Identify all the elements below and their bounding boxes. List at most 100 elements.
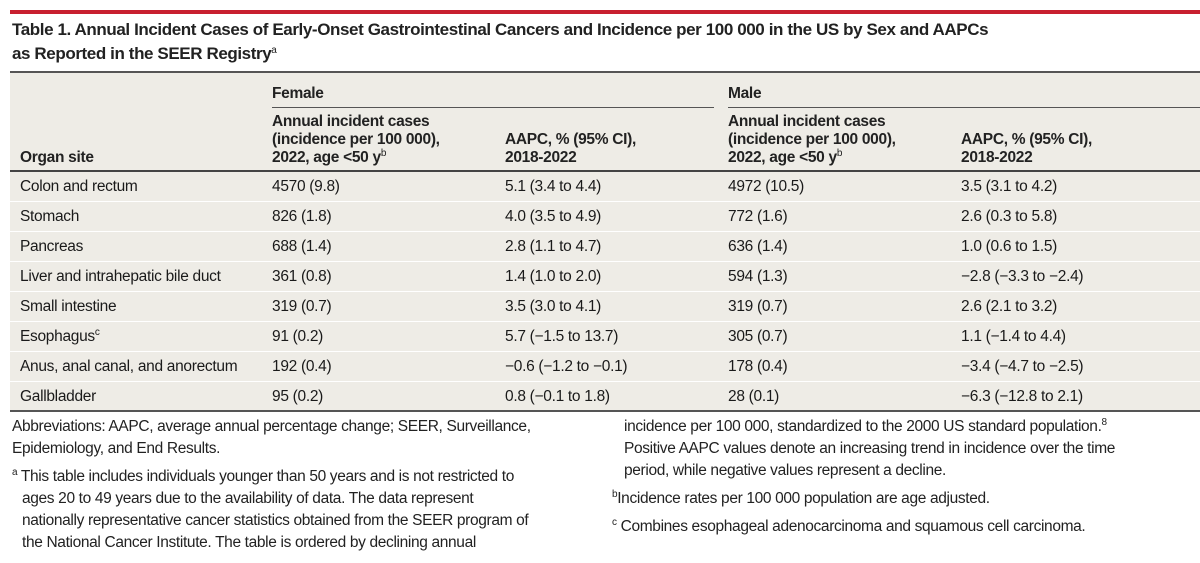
footnotes-right: incidence per 100 000, standardized to t… <box>612 416 1192 538</box>
cell-text: 95 (0.2) <box>272 388 324 405</box>
footnote-c: c Combines esophageal adenocarcinoma and… <box>612 516 1192 538</box>
cell-text: −2.8 (−3.3 to −2.4) <box>961 268 1084 285</box>
cell-text: −0.6 (−1.2 to −0.1) <box>505 358 628 375</box>
header-line: 2022, age <50 yb <box>728 149 896 167</box>
header-line: 2018-2022 <box>961 149 1033 166</box>
cell-text: −6.3 (−12.8 to 2.1) <box>961 388 1083 405</box>
abbreviations: Epidemiology, and End Results. <box>12 440 221 457</box>
female-cases-cell: 826 (1.8) <box>272 207 332 226</box>
table-row: Anus, anal canal, and anorectum 192 (0.4)… <box>10 352 1200 382</box>
cell-text: 3.5 (3.1 to 4.2) <box>961 178 1058 195</box>
footnote-b: bIncidence rates per 100 000 population … <box>612 488 1192 510</box>
male-cases-cell: 319 (0.7) <box>728 297 788 316</box>
cell-text: Stomach <box>20 208 80 225</box>
accent-rule <box>10 10 1200 14</box>
male-aapc-cell: 2.6 (0.3 to 5.8) <box>961 207 1057 226</box>
female-cases-cell: 95 (0.2) <box>272 387 323 406</box>
cell-text: Esophagus <box>20 328 95 345</box>
male-aapc-cell: 3.5 (3.1 to 4.2) <box>961 177 1057 196</box>
footnote-mark: b <box>380 148 387 159</box>
table-row: Esophagusc 91 (0.2) 5.7 (−1.5 to 13.7) 305 … <box>10 322 1200 352</box>
table-row: Liver and intrahepatic bile duct 361 (0.8… <box>10 262 1200 292</box>
male-cases-cell: 28 (0.1) <box>728 387 779 406</box>
footnote-text: This table includes individuals younger … <box>20 468 515 485</box>
title-line-1: Table 1. Annual Incident Cases of Early-… <box>12 20 989 39</box>
footnote-mark: b <box>836 148 843 159</box>
female-aapc-cell: 5.1 (3.4 to 4.4) <box>505 177 601 196</box>
organ-site-cell: Liver and intrahepatic bile duct <box>20 267 221 286</box>
organ-site-cell: Small intestine <box>20 297 117 316</box>
header-female: Female <box>272 85 324 102</box>
footnote-text: Incidence rates per 100 000 population a… <box>617 490 990 507</box>
female-aapc-cell: 3.5 (3.0 to 4.1) <box>505 297 601 316</box>
footnote-text: nationally representative cancer statist… <box>22 512 529 529</box>
table-bottom-rule <box>10 410 1200 412</box>
female-cases-cell: 688 (1.4) <box>272 237 332 256</box>
male-cases-cell: 594 (1.3) <box>728 267 788 286</box>
header-male: Male <box>728 85 762 102</box>
male-aapc-cell: −6.3 (−12.8 to 2.1) <box>961 387 1083 406</box>
header-line: 2022, age <50 yb <box>272 149 440 167</box>
cell-text: 91 (0.2) <box>272 328 324 345</box>
header-organ-site: Organ site <box>20 149 94 166</box>
header-text: 2022, age <50 y <box>272 149 381 166</box>
cell-text: Liver and intrahepatic bile duct <box>20 268 221 285</box>
cell-text: 636 (1.4) <box>728 238 788 255</box>
header-line: (incidence per 100 000), <box>272 131 440 148</box>
male-aapc-cell: 1.0 (0.6 to 1.5) <box>961 237 1057 256</box>
footnote-mark: a <box>12 467 18 478</box>
cell-text: 3.5 (3.0 to 4.1) <box>505 298 602 315</box>
footnote-mark: a <box>271 45 277 56</box>
cell-text: 5.7 (−1.5 to 13.7) <box>505 328 619 345</box>
title-line-2: as Reported in the SEER Registrya <box>12 42 1192 66</box>
cell-text: −3.4 (−4.7 to −2.5) <box>961 358 1084 375</box>
footnote-text: period, while negative values represent … <box>624 462 946 479</box>
male-cases-cell: 4972 (10.5) <box>728 177 804 196</box>
cell-text: 305 (0.7) <box>728 328 788 345</box>
data-table: Female Male Organ site Annual incident c… <box>10 71 1200 412</box>
female-aapc-cell: 1.4 (1.0 to 2.0) <box>505 267 601 286</box>
footnote-text: incidence per 100 000, standardized to t… <box>624 418 1102 435</box>
cell-text: 361 (0.8) <box>272 268 332 285</box>
cell-text: 4972 (10.5) <box>728 178 804 195</box>
cell-text: 772 (1.6) <box>728 208 788 225</box>
footnote-text: incidence per 100 000, standardized to t… <box>612 416 1192 438</box>
female-cases-cell: 361 (0.8) <box>272 267 332 286</box>
header-line: Annual incident cases <box>728 113 886 130</box>
footnote-mark: c <box>612 517 617 528</box>
cell-text: Colon and rectum <box>20 178 138 195</box>
table-title: Table 1. Annual Incident Cases of Early-… <box>12 18 1192 66</box>
header-line: AAPC, % (95% CI), <box>505 131 636 148</box>
male-aapc-cell: 1.1 (−1.4 to 4.4) <box>961 327 1066 346</box>
cell-text: 0.8 (−0.1 to 1.8) <box>505 388 610 405</box>
table-row: Small intestine 319 (0.7) 3.5 (3.0 to 4.1)… <box>10 292 1200 322</box>
footnote-a: a This table includes individuals younge… <box>12 466 592 488</box>
reference-mark: 8 <box>1101 417 1108 428</box>
cell-text: Small intestine <box>20 298 117 315</box>
header-male-aapc: AAPC, % (95% CI), 2018-2022 <box>961 131 1092 167</box>
header-line: 2018-2022 <box>505 149 577 166</box>
male-group-rule <box>728 107 1200 108</box>
table-row: Pancreas 688 (1.4) 2.8 (1.1 to 4.7) 636 (1.… <box>10 232 1200 262</box>
male-cases-cell: 636 (1.4) <box>728 237 788 256</box>
cell-text: 594 (1.3) <box>728 268 788 285</box>
cell-text: 319 (0.7) <box>272 298 332 315</box>
cell-text: 2.6 (0.3 to 5.8) <box>961 208 1058 225</box>
female-aapc-cell: −0.6 (−1.2 to −0.1) <box>505 357 628 376</box>
male-aapc-cell: 2.6 (2.1 to 3.2) <box>961 297 1057 316</box>
cell-text: 192 (0.4) <box>272 358 332 375</box>
footnote-text: the National Cancer Institute. The table… <box>22 534 476 551</box>
female-aapc-cell: 2.8 (1.1 to 4.7) <box>505 237 601 256</box>
cell-text: Gallbladder <box>20 388 96 405</box>
cell-text: 1.1 (−1.4 to 4.4) <box>961 328 1066 345</box>
header-bottom-rule <box>10 170 1200 172</box>
table-row: Gallbladder 95 (0.2) 0.8 (−0.1 to 1.8) 28 (… <box>10 382 1200 412</box>
male-cases-cell: 305 (0.7) <box>728 327 788 346</box>
female-cases-cell: 4570 (9.8) <box>272 177 340 196</box>
female-aapc-cell: 4.0 (3.5 to 4.9) <box>505 207 601 226</box>
header-female-aapc: AAPC, % (95% CI), 2018-2022 <box>505 131 636 167</box>
female-aapc-cell: 0.8 (−0.1 to 1.8) <box>505 387 610 406</box>
cell-text: Pancreas <box>20 238 84 255</box>
footnotes-left: Abbreviations: AAPC, average annual perc… <box>12 416 592 554</box>
female-aapc-cell: 5.7 (−1.5 to 13.7) <box>505 327 618 346</box>
